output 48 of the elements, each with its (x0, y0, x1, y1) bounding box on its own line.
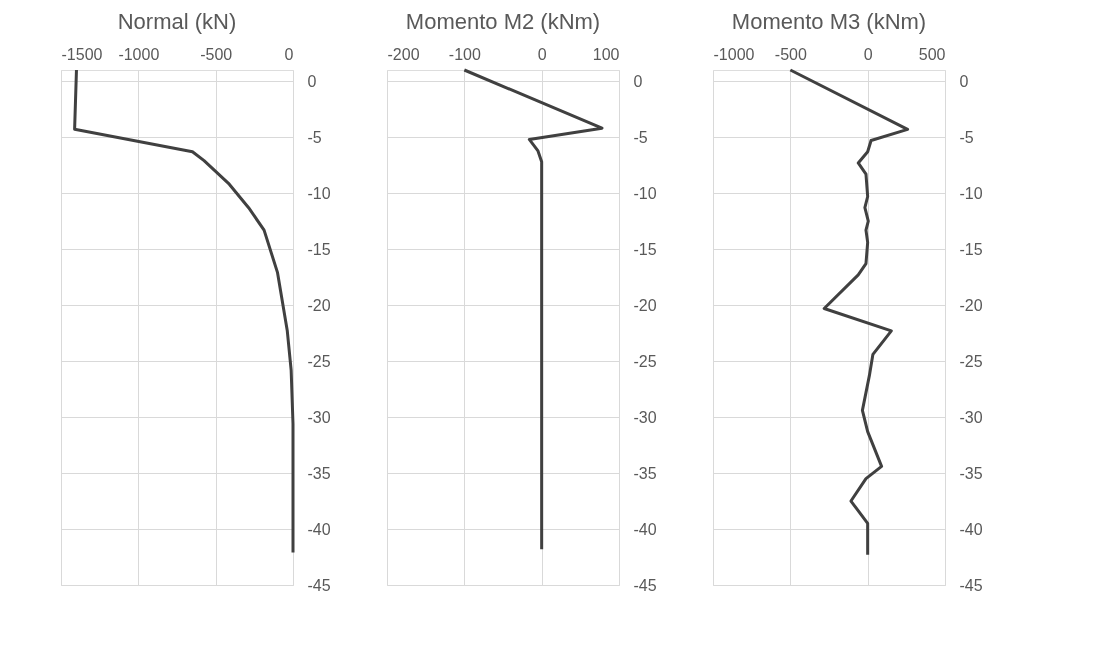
y-tick-label: -5 (633, 128, 648, 146)
y-tick-label: -15 (959, 240, 983, 258)
y-tick-label: 0 (959, 72, 969, 90)
x-tick-label: -1000 (118, 45, 160, 63)
y-tick-label: -20 (633, 296, 657, 314)
line-series (788, 68, 910, 557)
chart-title: Momento M2 (kNm) (405, 9, 601, 34)
y-tick-label: -5 (959, 128, 974, 146)
y-tick-label: -10 (307, 184, 331, 202)
y-tick-label: -10 (633, 184, 657, 202)
y-tick-label: -20 (307, 296, 331, 314)
y-tick-label: -30 (307, 408, 331, 426)
y-tick-label: -35 (307, 464, 331, 482)
x-tick-label: -500 (200, 45, 233, 63)
y-tick-label: -10 (959, 184, 983, 202)
y-tick-label: -45 (959, 576, 983, 594)
y-tick-label: -45 (633, 576, 657, 594)
y-tick-label: -30 (633, 408, 657, 426)
x-tick-label: 0 (537, 45, 547, 63)
y-tick-label: -25 (633, 352, 657, 370)
y-tick-label: -30 (959, 408, 983, 426)
y-tick-label: -25 (959, 352, 983, 370)
x-tick-label: -1000 (713, 45, 755, 63)
x-tick-label: 0 (863, 45, 873, 63)
x-tick-label: -100 (448, 45, 481, 63)
x-tick-label: -500 (774, 45, 807, 63)
x-tick-label: -200 (387, 45, 420, 63)
y-tick-label: -40 (307, 520, 331, 538)
y-tick-label: -20 (959, 296, 983, 314)
y-tick-label: -25 (307, 352, 331, 370)
y-tick-label: -15 (307, 240, 331, 258)
y-tick-label: 0 (307, 72, 317, 90)
y-tick-label: -35 (633, 464, 657, 482)
y-tick-label: -5 (307, 128, 322, 146)
y-tick-label: -40 (633, 520, 657, 538)
x-tick-label: -1500 (61, 45, 103, 63)
y-tick-label: -40 (959, 520, 983, 538)
y-tick-label: 0 (633, 72, 643, 90)
line-series (73, 68, 295, 555)
y-tick-label: -15 (633, 240, 657, 258)
y-tick-label: -35 (959, 464, 983, 482)
x-tick-label: 500 (918, 45, 946, 63)
y-tick-label: -45 (307, 576, 331, 594)
x-tick-label: 100 (592, 45, 620, 63)
chart-title: Momento M3 (kNm) (731, 9, 927, 34)
x-tick-label: 0 (284, 45, 294, 63)
chart-title: Normal (kN) (117, 9, 237, 34)
line-series (462, 68, 604, 551)
